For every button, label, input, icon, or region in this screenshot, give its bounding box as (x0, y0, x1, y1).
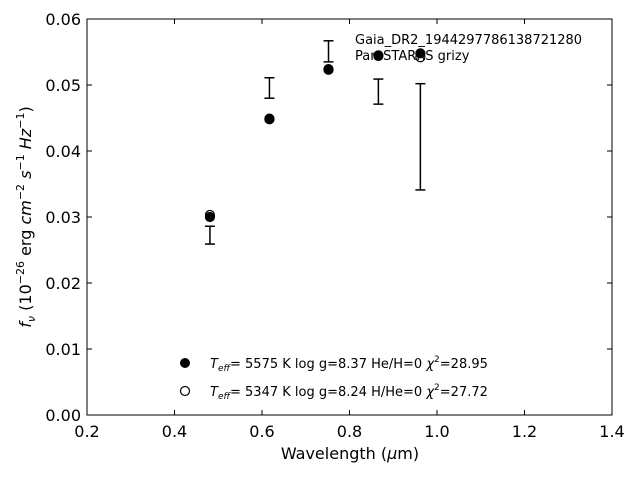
y-tick-label: 0.04 (45, 142, 81, 161)
x-tick-label: 0.2 (74, 422, 99, 441)
legend: Teff= 5575 K log g=8.37 He/H=0 χ2=28.95 … (179, 355, 488, 402)
x-axis-label: Wavelength (μm) (281, 444, 419, 463)
y-axis-label: fν (10−26 erg cm−2 s−1 Hz−1) (14, 106, 38, 327)
legend-marker-filled (180, 358, 190, 368)
annotation-line1: Gaia_DR2_1944297786138721280 (355, 33, 582, 48)
legend-entry-1: Teff= 5575 K log g=8.37 He/H=0 χ2=28.95 (210, 355, 488, 374)
x-tick-label: 0.8 (337, 422, 362, 441)
point-open (264, 113, 275, 124)
point-filled (204, 211, 216, 223)
x-tick-label: 1.0 (424, 422, 449, 441)
y-axis: 0.00 0.01 0.02 0.03 0.04 0.05 0.06 (45, 10, 612, 425)
y-tick-label: 0.03 (45, 208, 81, 227)
point-open (204, 209, 216, 221)
x-tick-label: 1.4 (599, 422, 624, 441)
model-points (204, 48, 426, 223)
annotation-line2: Pan-STARRS grizy (355, 49, 470, 64)
x-axis: 0.2 0.4 0.6 0.8 1.0 1.2 1.4 (74, 19, 625, 441)
y-tick-label: 0.05 (45, 76, 81, 95)
y-tick-label: 0.00 (45, 406, 81, 425)
point-open (415, 52, 426, 63)
y-tick-label: 0.01 (45, 340, 81, 359)
x-tick-label: 0.6 (249, 422, 274, 441)
plot-frame (86, 18, 613, 416)
y-tick-label: 0.02 (45, 274, 81, 293)
y-tick-label: 0.06 (45, 10, 81, 29)
x-tick-label: 1.2 (512, 422, 537, 441)
legend-marker-open (179, 385, 191, 397)
legend-entry-2: Teff= 5347 K log g=8.24 H/He=0 χ2=27.72 (210, 383, 488, 402)
x-tick-label: 0.4 (162, 422, 187, 441)
point-open (373, 50, 384, 62)
observed-errorbars (204, 40, 426, 245)
point-open (323, 64, 334, 75)
